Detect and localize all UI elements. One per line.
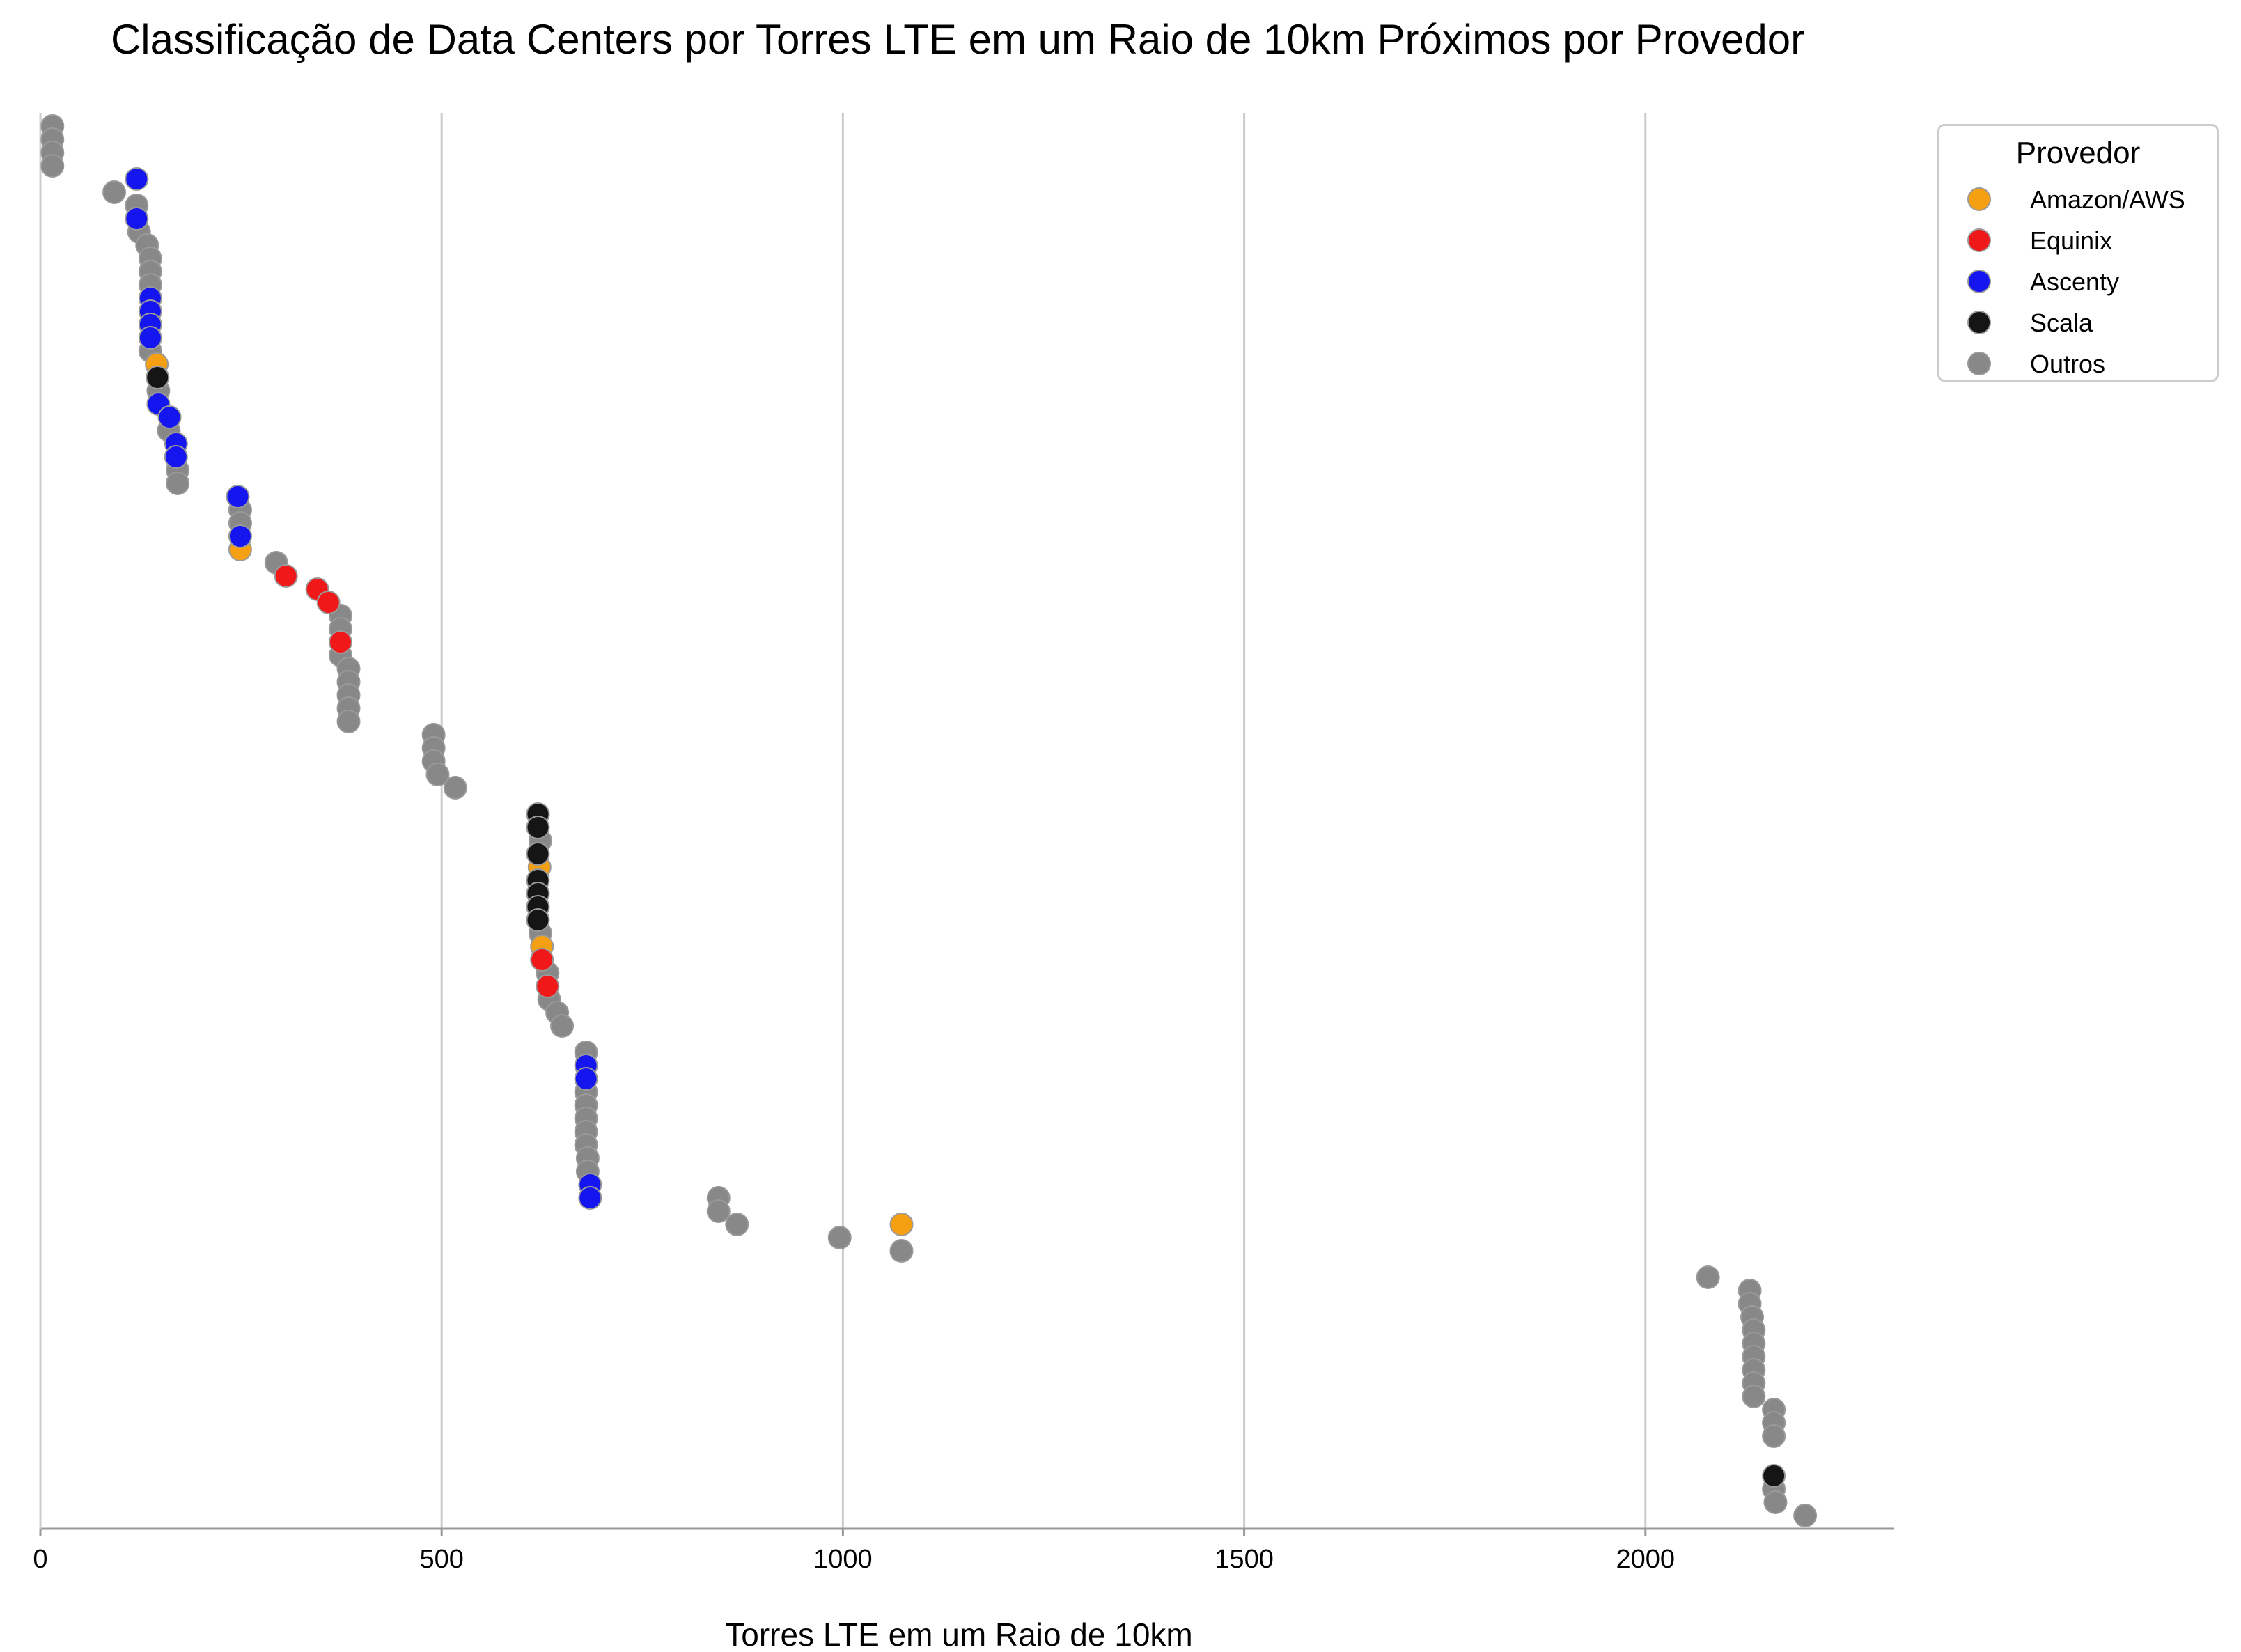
point-equinix-4 <box>530 948 554 972</box>
legend-label-outros: Outros <box>2030 350 2106 378</box>
series-scala <box>146 366 1786 1488</box>
point-ascenty-5 <box>138 326 162 350</box>
x-tick-label-1500: 1500 <box>1215 1545 1274 1574</box>
point-ascenty-10 <box>226 485 250 508</box>
point-equinix-5 <box>536 974 560 998</box>
legend: Provedor Amazon/AWS Equinix Ascenty Scal… <box>1937 124 2219 382</box>
x-tick-label-1000: 1000 <box>813 1545 873 1574</box>
x-axis-title: Torres LTE em um Raio de 10km <box>725 1616 1193 1652</box>
point-ascenty-9 <box>164 445 188 469</box>
legend-item-outros: Outros <box>1939 345 2217 385</box>
point-equinix-2 <box>316 591 341 614</box>
point-outros-4 <box>102 180 127 204</box>
point-outros-65 <box>1763 1490 1788 1514</box>
legend-marker-scala <box>1967 311 1991 334</box>
point-outros-3 <box>40 154 65 178</box>
x-tick-label-0: 0 <box>33 1545 47 1574</box>
legend-title: Provedor <box>2015 136 2141 170</box>
point-ascenty-7 <box>157 405 182 429</box>
point-scala-8 <box>1762 1464 1786 1488</box>
legend-item-amazon-aws: Amazon/AWS <box>1939 180 2217 221</box>
series-amazon-aws <box>145 352 914 1236</box>
series-ascenty <box>125 167 602 1210</box>
point-outros-51 <box>1696 1265 1720 1289</box>
point-outros-60 <box>1742 1385 1766 1408</box>
legend-item-scala: Scala <box>1939 304 2217 344</box>
point-outros-48 <box>725 1213 749 1236</box>
legend-label-ascenty: Ascenty <box>2030 267 2120 296</box>
point-ascenty-11 <box>228 524 252 548</box>
legend-marker-ascenty <box>1967 270 1991 293</box>
point-ascenty-1 <box>125 207 149 231</box>
point-outros-66 <box>1793 1504 1818 1527</box>
legend-label-amazon-aws: Amazon/AWS <box>2030 185 2185 214</box>
legend-label-equinix: Equinix <box>2030 226 2113 255</box>
x-axis <box>39 113 1894 1536</box>
legend-marker-amazon-aws <box>1967 187 1991 211</box>
point-equinix-3 <box>328 630 352 654</box>
point-outros-50 <box>889 1239 914 1263</box>
legend-marker-outros <box>1967 352 1991 375</box>
point-outros-37 <box>550 1014 575 1038</box>
point-scala-0 <box>146 366 170 389</box>
point-outros-47 <box>706 1199 731 1223</box>
series-equinix <box>274 564 560 998</box>
point-outros-26 <box>336 710 361 733</box>
point-ascenty-13 <box>574 1067 598 1091</box>
legend-item-equinix: Equinix <box>1939 221 2217 262</box>
point-amazon-aws-4 <box>889 1213 914 1236</box>
x-tick-label-500: 500 <box>419 1545 463 1574</box>
series-outros <box>40 114 1818 1527</box>
point-outros-15 <box>166 472 190 495</box>
point-outros-31 <box>443 776 467 800</box>
point-scala-2 <box>526 816 550 839</box>
point-ascenty-0 <box>125 167 149 191</box>
legend-marker-equinix <box>1967 228 1991 252</box>
data-points <box>40 114 1818 1527</box>
point-scala-3 <box>526 842 550 866</box>
grid-lines <box>440 113 1647 1529</box>
legend-item-ascenty: Ascenty <box>1939 263 2217 303</box>
point-outros-30 <box>425 763 450 786</box>
legend-label-scala: Scala <box>2030 309 2093 337</box>
chart-title: Classificação de Data Centers por Torres… <box>110 16 1805 63</box>
point-scala-7 <box>526 908 550 932</box>
point-outros-63 <box>1762 1424 1786 1448</box>
point-ascenty-15 <box>578 1186 602 1210</box>
x-tick-label-2000: 2000 <box>1616 1545 1675 1574</box>
point-equinix-0 <box>274 564 298 588</box>
x-tick-labels: 0 500 1000 1500 2000 <box>33 1545 1675 1574</box>
point-outros-49 <box>827 1226 852 1249</box>
